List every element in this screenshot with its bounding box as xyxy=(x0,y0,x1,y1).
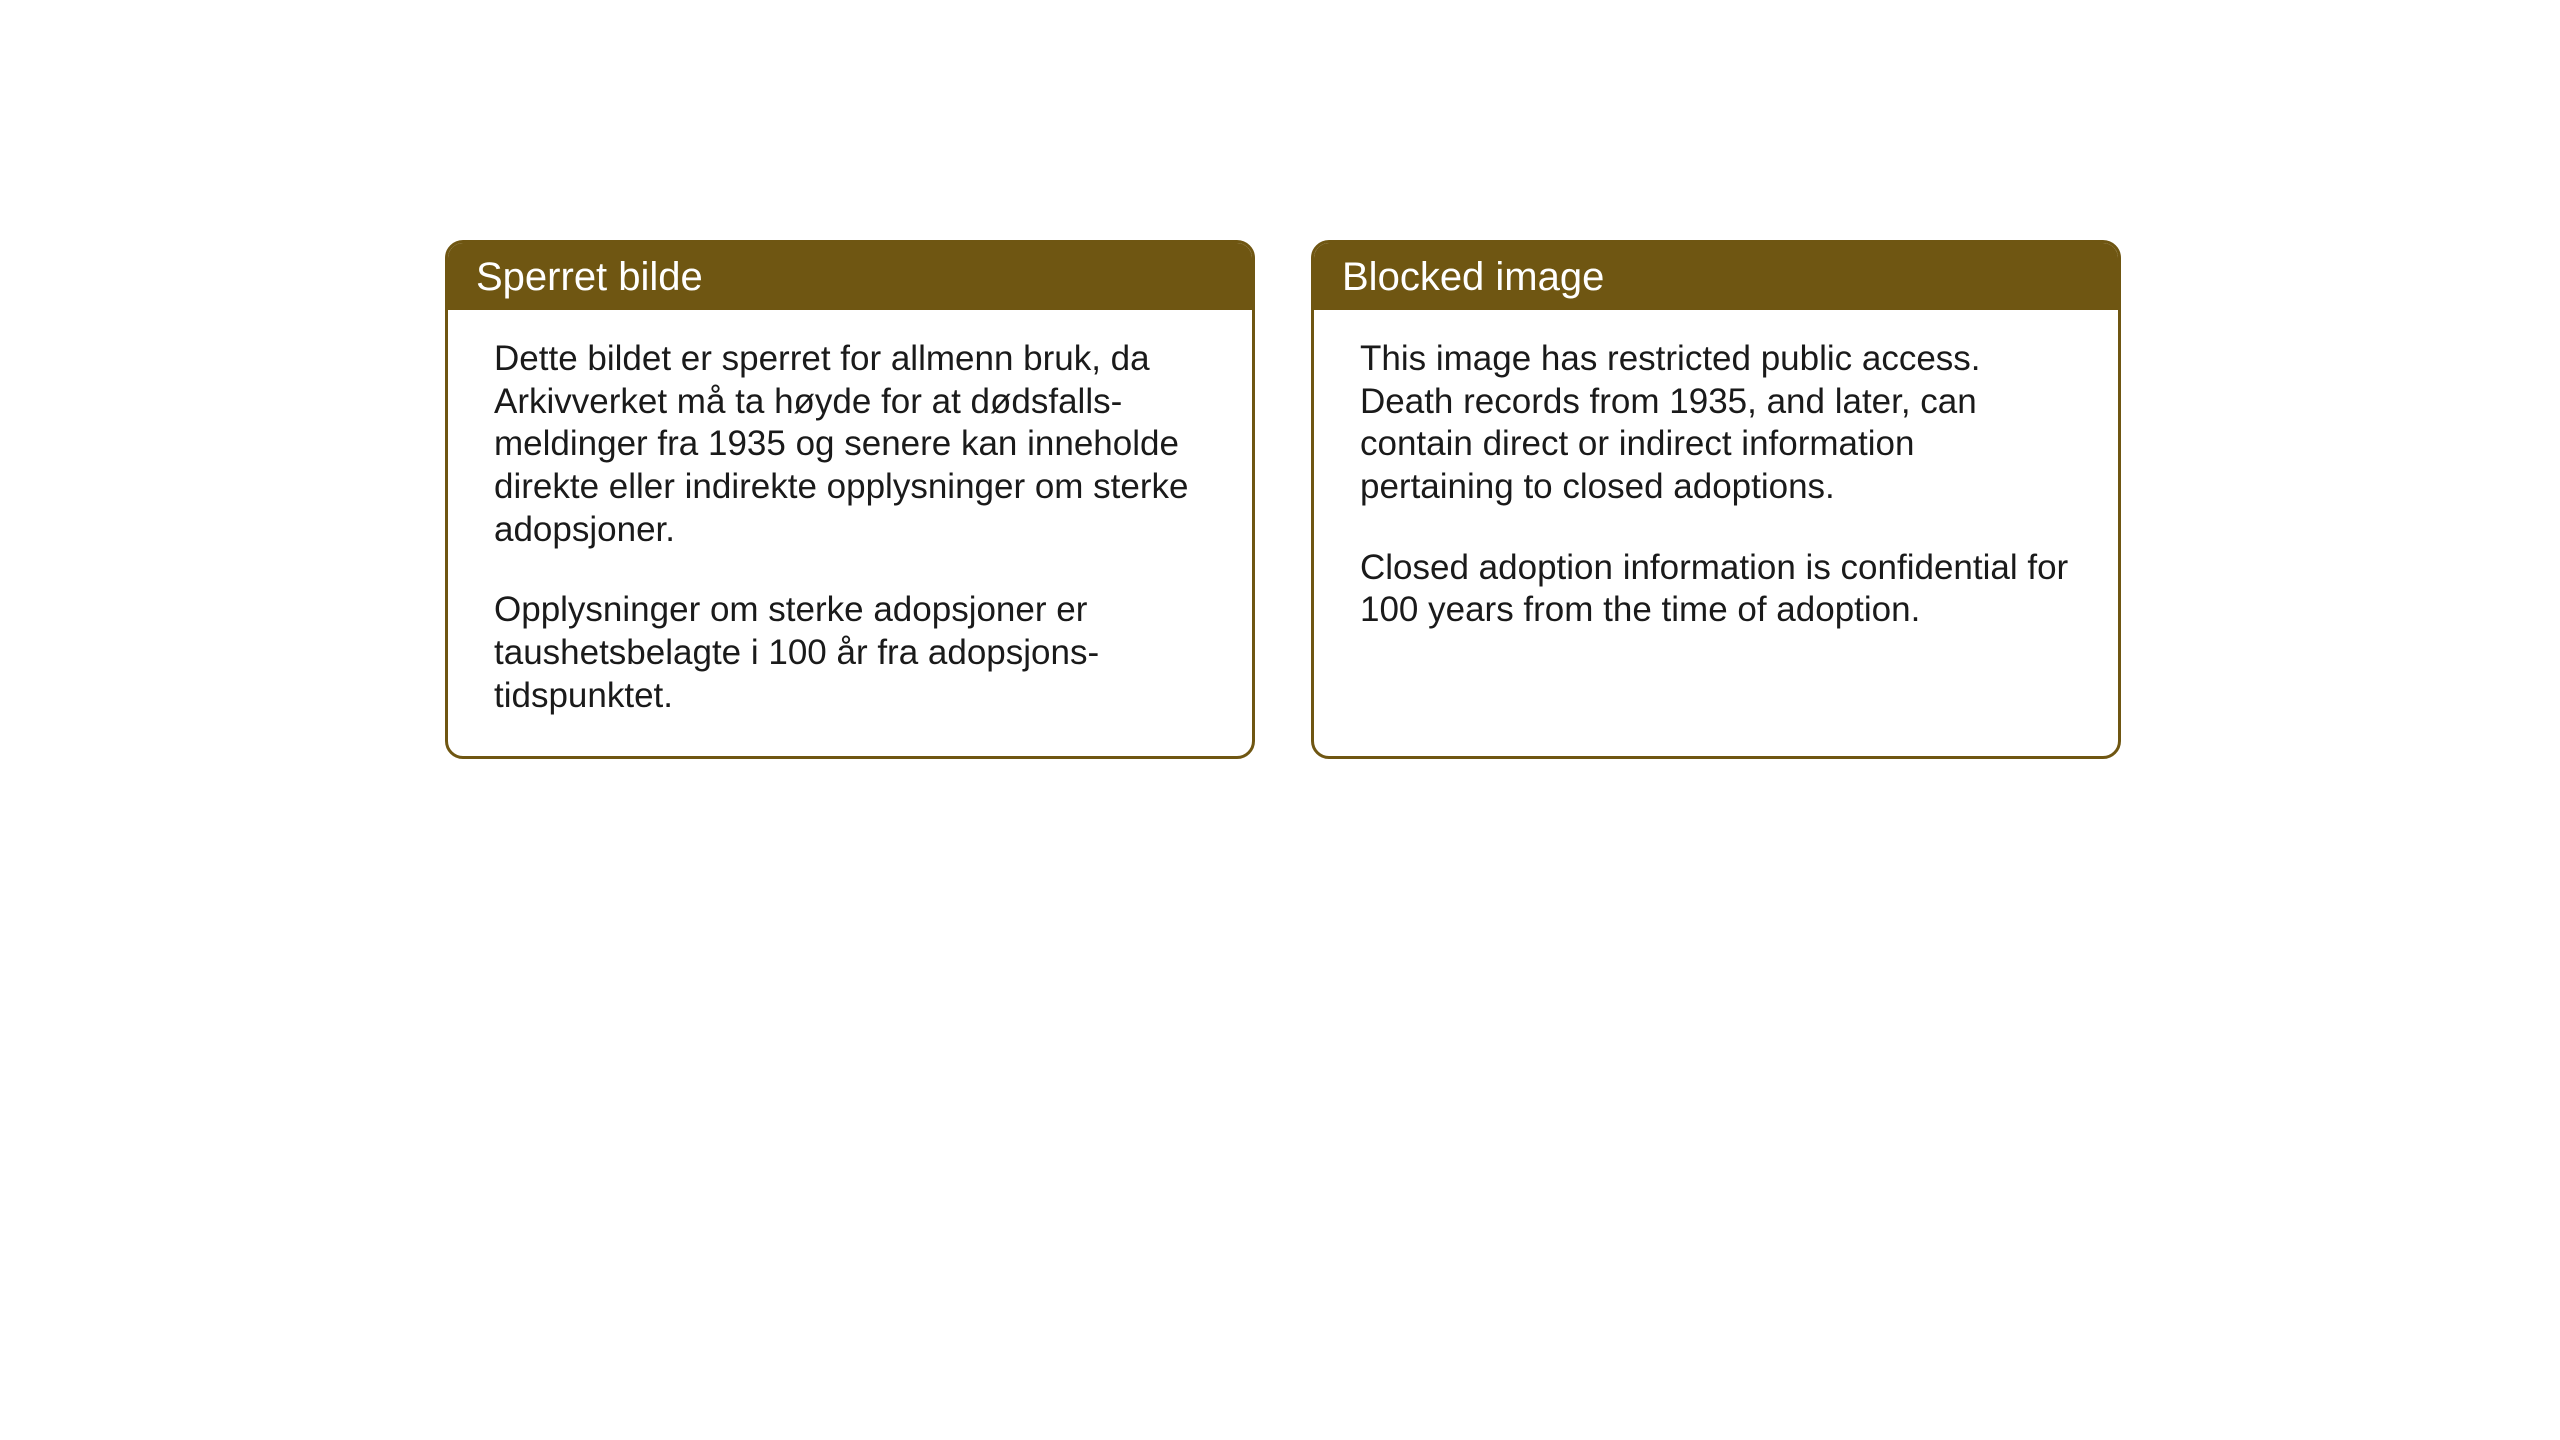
info-box-header: Blocked image xyxy=(1314,243,2118,310)
info-box-norwegian: Sperret bilde Dette bildet er sperret fo… xyxy=(445,240,1255,759)
info-box-body: Dette bildet er sperret for allmenn bruk… xyxy=(448,310,1252,756)
info-paragraph: Closed adoption information is confident… xyxy=(1360,547,2072,632)
info-box-header: Sperret bilde xyxy=(448,243,1252,310)
info-box-body: This image has restricted public access.… xyxy=(1314,310,2118,750)
info-paragraph: Opplysninger om sterke adopsjoner er tau… xyxy=(494,589,1206,717)
info-paragraph: This image has restricted public access.… xyxy=(1360,338,2072,509)
info-box-english: Blocked image This image has restricted … xyxy=(1311,240,2121,759)
info-paragraph: Dette bildet er sperret for allmenn bruk… xyxy=(494,338,1206,551)
info-boxes-container: Sperret bilde Dette bildet er sperret fo… xyxy=(445,240,2560,759)
